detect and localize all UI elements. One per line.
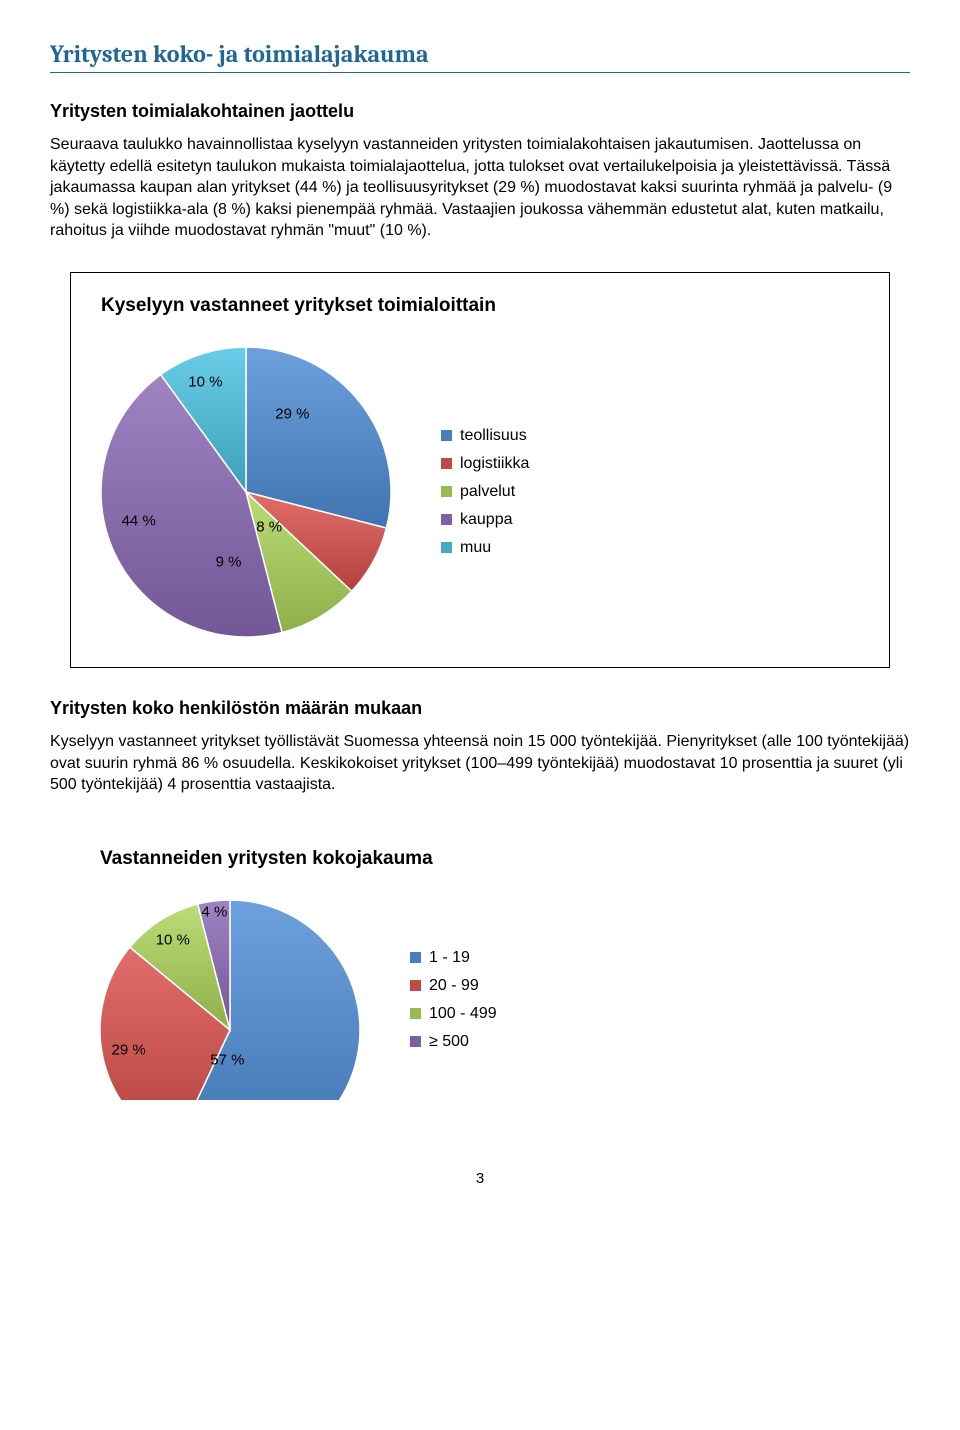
legend-swatch <box>410 980 421 991</box>
chart-1-body: 29 % 8 % 9 % 44 % 10 % teollisuus logistiikka… <box>101 347 859 637</box>
legend-label: palvelut <box>460 483 515 501</box>
page-number: 3 <box>50 1170 910 1187</box>
legend-label: ≥ 500 <box>429 1033 469 1051</box>
chart-1-legend: teollisuus logistiikka palvelut kauppa muu <box>441 427 529 557</box>
legend-item: kauppa <box>441 511 529 529</box>
legend-label: 20 - 99 <box>429 977 479 995</box>
legend-label: 100 - 499 <box>429 1005 497 1023</box>
chart-2-body: 57 % 29 % 10 % 4 % 1 - 19 20 - 99 100 - 499 ≥ … <box>100 900 860 1100</box>
chart-2-frame: Vastanneiden yritysten kokojakauma 57 % 2… <box>70 826 890 1130</box>
subsection-heading-1: Yritysten toimialakohtainen jaottelu <box>50 101 910 122</box>
pie-slice-label: 8 % <box>256 518 282 535</box>
legend-item: logistiikka <box>441 455 529 473</box>
legend-item: palvelut <box>441 483 529 501</box>
legend-swatch <box>410 1036 421 1047</box>
subsection-heading-2: Yritysten koko henkilöstön määrän mukaan <box>50 698 910 719</box>
pie-slice-label: 10 % <box>188 373 222 390</box>
legend-swatch <box>410 1008 421 1019</box>
legend-label: muu <box>460 539 491 557</box>
pie-slice-label: 44 % <box>122 512 156 529</box>
paragraph-1: Seuraava taulukko havainnollistaa kysely… <box>50 134 910 242</box>
legend-swatch <box>441 514 452 525</box>
legend-swatch <box>441 542 452 553</box>
legend-swatch <box>410 952 421 963</box>
legend-label: 1 - 19 <box>429 949 470 967</box>
pie-slice-label: 10 % <box>156 931 190 948</box>
pie-slice-label: 4 % <box>201 903 227 920</box>
chart-1-frame: Kyselyyn vastanneet yritykset toimialoit… <box>70 272 890 668</box>
legend-item: 1 - 19 <box>410 949 497 967</box>
chart-1-title: Kyselyyn vastanneet yritykset toimialoit… <box>101 295 859 317</box>
legend-item: 100 - 499 <box>410 1005 497 1023</box>
legend-swatch <box>441 430 452 441</box>
pie-slice-label: 29 % <box>275 405 309 422</box>
legend-item: ≥ 500 <box>410 1033 497 1051</box>
pie-slice-label: 9 % <box>216 553 242 570</box>
chart-2-title: Vastanneiden yritysten kokojakauma <box>100 848 860 870</box>
paragraph-2: Kyselyyn vastanneet yritykset työllistäv… <box>50 731 910 796</box>
chart-2-legend: 1 - 19 20 - 99 100 - 499 ≥ 500 <box>410 949 497 1051</box>
legend-label: teollisuus <box>460 427 527 445</box>
pie-slice-label: 57 % <box>210 1051 244 1068</box>
legend-label: logistiikka <box>460 455 529 473</box>
pie-slice-label: 29 % <box>111 1041 145 1058</box>
legend-item: muu <box>441 539 529 557</box>
legend-swatch <box>441 458 452 469</box>
legend-item: teollisuus <box>441 427 529 445</box>
pie-svg <box>100 900 360 1100</box>
legend-label: kauppa <box>460 511 513 529</box>
legend-item: 20 - 99 <box>410 977 497 995</box>
pie-svg <box>101 347 391 637</box>
section-heading: Yritysten koko- ja toimialajakauma <box>50 40 910 73</box>
legend-swatch <box>441 486 452 497</box>
chart-1-pie: 29 % 8 % 9 % 44 % 10 % <box>101 347 391 637</box>
chart-2-pie: 57 % 29 % 10 % 4 % <box>100 900 360 1100</box>
